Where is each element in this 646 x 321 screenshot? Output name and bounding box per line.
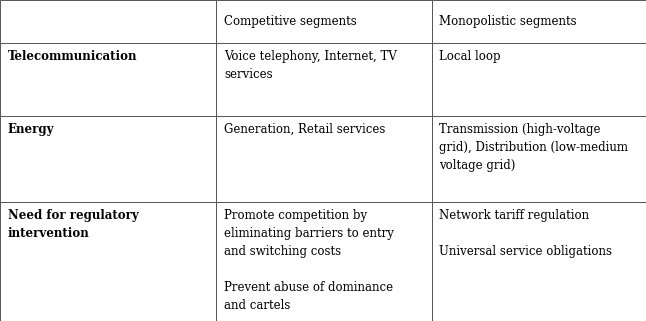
Bar [0, 43, 216, 116]
Bar [216, 202, 432, 321]
Text: Need for regulatory
intervention: Need for regulatory intervention [8, 209, 138, 240]
Text: Voice telephony, Internet, TV
services: Voice telephony, Internet, TV services [224, 50, 397, 82]
Text: Promote competition by
eliminating barriers to entry
and switching costs

Preven: Promote competition by eliminating barri… [224, 209, 394, 312]
Bar [0, 202, 216, 321]
Bar [216, 43, 432, 116]
Text: Generation, Retail services: Generation, Retail services [224, 123, 386, 135]
Text: Telecommunication: Telecommunication [8, 50, 137, 63]
Bar [0, 0, 216, 43]
Text: Monopolistic segments: Monopolistic segments [439, 15, 577, 28]
Text: Competitive segments: Competitive segments [224, 15, 357, 28]
Bar [432, 202, 646, 321]
Bar [432, 0, 646, 43]
Bar [216, 0, 432, 43]
Text: Local loop: Local loop [439, 50, 501, 63]
Text: Energy: Energy [8, 123, 54, 135]
Bar [432, 116, 646, 202]
Bar [216, 116, 432, 202]
Text: Transmission (high-voltage
grid), Distribution (low-medium
voltage grid): Transmission (high-voltage grid), Distri… [439, 123, 629, 172]
Text: Network tariff regulation

Universal service obligations: Network tariff regulation Universal serv… [439, 209, 612, 258]
Bar [0, 116, 216, 202]
Bar [432, 43, 646, 116]
